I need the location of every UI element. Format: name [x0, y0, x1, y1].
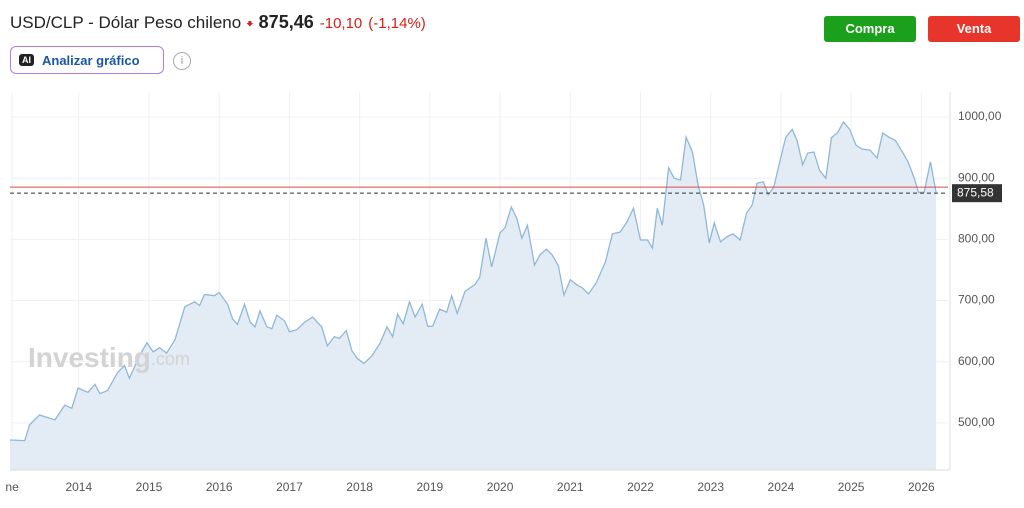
- price: 875,46: [258, 12, 314, 32]
- y-tick-label: 700,00: [958, 293, 995, 307]
- info-icon[interactable]: i: [173, 52, 191, 70]
- y-tick-label: 800,00: [958, 232, 995, 246]
- sell-button[interactable]: Venta: [928, 16, 1020, 42]
- x-tick-label: 2025: [838, 480, 865, 494]
- change: -10,10: [319, 15, 363, 32]
- symbol: USD/CLP - Dólar Peso chileno: [10, 13, 242, 32]
- x-tick-label: ne: [5, 480, 19, 494]
- y-tick-label: 600,00: [958, 354, 995, 368]
- y-tick-label: 500,00: [958, 415, 995, 429]
- ai-icon: AI: [19, 54, 34, 66]
- y-tick-label: 900,00: [958, 170, 995, 184]
- x-tick-label: 2017: [276, 480, 303, 494]
- analyze-label: Analizar gráfico: [42, 52, 140, 68]
- last-price-box: [952, 184, 1002, 203]
- watermark: Investing.com: [28, 342, 190, 373]
- x-tick-label: 2016: [206, 480, 233, 494]
- area: [10, 121, 937, 470]
- buy-button[interactable]: Compra: [824, 16, 916, 42]
- x-tick-label: 2021: [557, 480, 584, 494]
- x-tick-label: 2019: [417, 480, 444, 494]
- x-tick-label: 2015: [136, 480, 163, 494]
- analyze-button[interactable]: AI Analizar gráfico: [10, 46, 164, 74]
- x-tick-label: 2020: [487, 480, 514, 494]
- x-tick-label: 2023: [697, 480, 724, 494]
- change-pct: (-1,14%): [368, 15, 426, 32]
- x-tick-label: 2022: [627, 480, 654, 494]
- last-price-label: 875,58: [957, 185, 994, 199]
- price-line: [9, 120, 937, 442]
- y-tick-label: 1000,00: [958, 109, 1002, 123]
- x-tick-label: 2026: [908, 480, 935, 494]
- header: USD/CLP - Dólar Peso chileno 🠻 875,46 -10…: [10, 12, 426, 32]
- x-tick-label: 2024: [768, 480, 795, 494]
- x-tick-label: 2014: [65, 480, 92, 494]
- x-tick-label: 2018: [346, 480, 373, 494]
